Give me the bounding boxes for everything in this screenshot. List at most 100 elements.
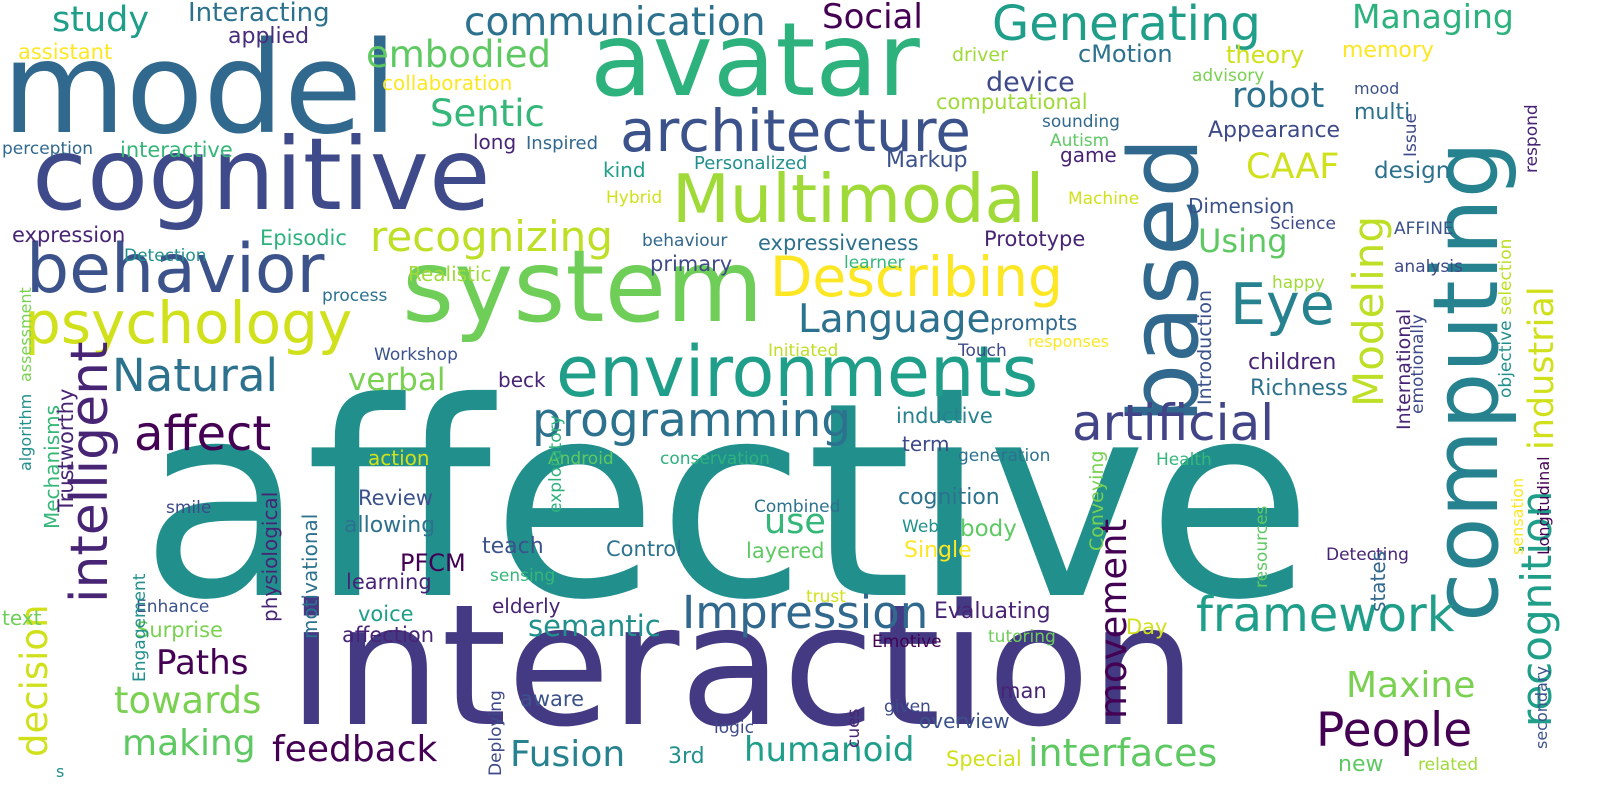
cloud-word: generation <box>958 446 1051 466</box>
cloud-word: prompts <box>990 311 1078 335</box>
cloud-word: voice <box>358 602 414 626</box>
cloud-word: Dimension <box>1188 194 1295 218</box>
cloud-word: design <box>1374 158 1451 184</box>
cloud-word: Emotive <box>872 632 942 652</box>
cloud-word: affection <box>342 623 435 647</box>
cloud-word: sensation <box>1508 477 1527 555</box>
cloud-word: term <box>902 432 950 456</box>
cloud-word: Enhance <box>136 597 210 617</box>
cloud-word: framework <box>1196 587 1455 643</box>
cloud-word: elderly <box>492 594 561 618</box>
cloud-word: Evaluating <box>934 599 1051 624</box>
cloud-word: Episodic <box>260 226 347 250</box>
cloud-word: affect <box>134 406 272 462</box>
cloud-word: People <box>1316 703 1473 758</box>
cloud-word: objective <box>1496 320 1516 398</box>
cloud-word: Maxine <box>1346 665 1476 706</box>
cloud-word: applied <box>228 24 310 49</box>
cloud-word: environments <box>556 331 1039 413</box>
cloud-word: Special <box>946 747 1022 771</box>
cloud-word: Generating <box>992 0 1261 52</box>
cloud-word: new <box>1338 752 1384 777</box>
cloud-word: making <box>122 723 256 764</box>
cloud-word: trust <box>806 587 846 607</box>
cloud-word: physiological <box>258 491 282 622</box>
cloud-word: secondary <box>1532 666 1551 749</box>
cloud-word: smile <box>166 498 212 518</box>
cloud-word: affective <box>140 344 1313 659</box>
cloud-word: Fusion <box>510 734 626 775</box>
cloud-word: children <box>1248 350 1337 375</box>
cloud-word: cognitive <box>32 116 491 233</box>
cloud-word: behavior <box>26 230 325 309</box>
cloud-word: conservation <box>660 449 770 469</box>
cloud-word: aware <box>520 687 585 711</box>
cloud-word: semantic <box>528 609 661 643</box>
cloud-word: resources <box>1252 505 1272 588</box>
cloud-word: Longitudinal <box>1534 456 1553 555</box>
cloud-word: Autism <box>1050 131 1110 151</box>
cloud-word: expression <box>12 223 126 247</box>
cloud-word: s <box>56 762 65 781</box>
cloud-word: action <box>368 446 430 470</box>
cloud-word: Modeling <box>1344 215 1393 407</box>
cloud-word: Appearance <box>1208 118 1341 143</box>
cloud-word: process <box>322 286 388 306</box>
cloud-word: assessment <box>16 287 35 382</box>
cloud-word: Eye <box>1230 272 1335 338</box>
cloud-word: Inspired <box>526 133 599 154</box>
cloud-word: use <box>764 502 826 542</box>
cloud-word: algorithm <box>16 393 35 471</box>
cloud-word: industrial <box>1522 286 1562 450</box>
cloud-word: behaviour <box>642 231 728 251</box>
cloud-word: interaction <box>288 568 1197 764</box>
cloud-word: AFFINE <box>1394 219 1454 239</box>
cloud-word: Web <box>902 517 940 537</box>
cloud-word: Markup <box>886 148 968 173</box>
cloud-word: Describing <box>770 245 1063 309</box>
cloud-word: Trustworthy <box>54 388 78 513</box>
cloud-word: layered <box>746 539 825 563</box>
cloud-word: Issue <box>1401 113 1421 157</box>
cloud-word: Introduction <box>1194 289 1216 405</box>
cloud-word: Health <box>1156 450 1212 470</box>
cloud-word: psychology <box>24 289 353 357</box>
cloud-word: respond <box>1522 104 1542 173</box>
cloud-word: overview <box>919 709 1010 733</box>
cloud-word: Control <box>606 537 682 561</box>
cloud-word: multi <box>1354 100 1411 125</box>
cloud-word: sounding <box>1042 112 1120 132</box>
cloud-word: cues <box>844 708 864 748</box>
cloud-word: model <box>2 14 398 162</box>
cloud-word: Detecting <box>1326 545 1409 565</box>
cloud-word: artificial <box>1072 394 1275 452</box>
cloud-word: body <box>960 516 1017 542</box>
cloud-word: Paths <box>156 643 249 683</box>
cloud-word: memory <box>1342 38 1434 63</box>
cloud-word: man <box>1000 679 1047 703</box>
cloud-word: game <box>1060 143 1117 167</box>
cloud-word: device <box>986 67 1075 98</box>
cloud-word: responses <box>1028 332 1110 351</box>
cloud-word: Language <box>798 297 991 342</box>
cloud-word: Managing <box>1352 0 1514 36</box>
cloud-word: computational <box>936 90 1088 114</box>
cloud-word: Multimodal <box>672 160 1045 238</box>
cloud-word: avatar <box>590 1 920 120</box>
cloud-word: Review <box>358 486 433 510</box>
cloud-word: perception <box>2 139 94 159</box>
cloud-word: interfaces <box>1028 731 1218 775</box>
cloud-word: verbal <box>348 362 446 398</box>
cloud-word: text <box>2 606 42 630</box>
cloud-word: Day <box>1126 615 1168 639</box>
cloud-word: Engagement <box>130 573 150 682</box>
cloud-word: humanoid <box>744 730 915 770</box>
cloud-word: Single <box>904 538 972 563</box>
cloud-word: programming <box>532 393 852 448</box>
cloud-word: cMotion <box>1078 40 1173 68</box>
cloud-word: Richness <box>1250 376 1348 401</box>
cloud-word: cognition <box>898 485 1000 510</box>
cloud-word: primary <box>650 252 733 276</box>
cloud-word: Initiated <box>768 341 839 361</box>
cloud-word: advisory <box>1192 66 1265 86</box>
